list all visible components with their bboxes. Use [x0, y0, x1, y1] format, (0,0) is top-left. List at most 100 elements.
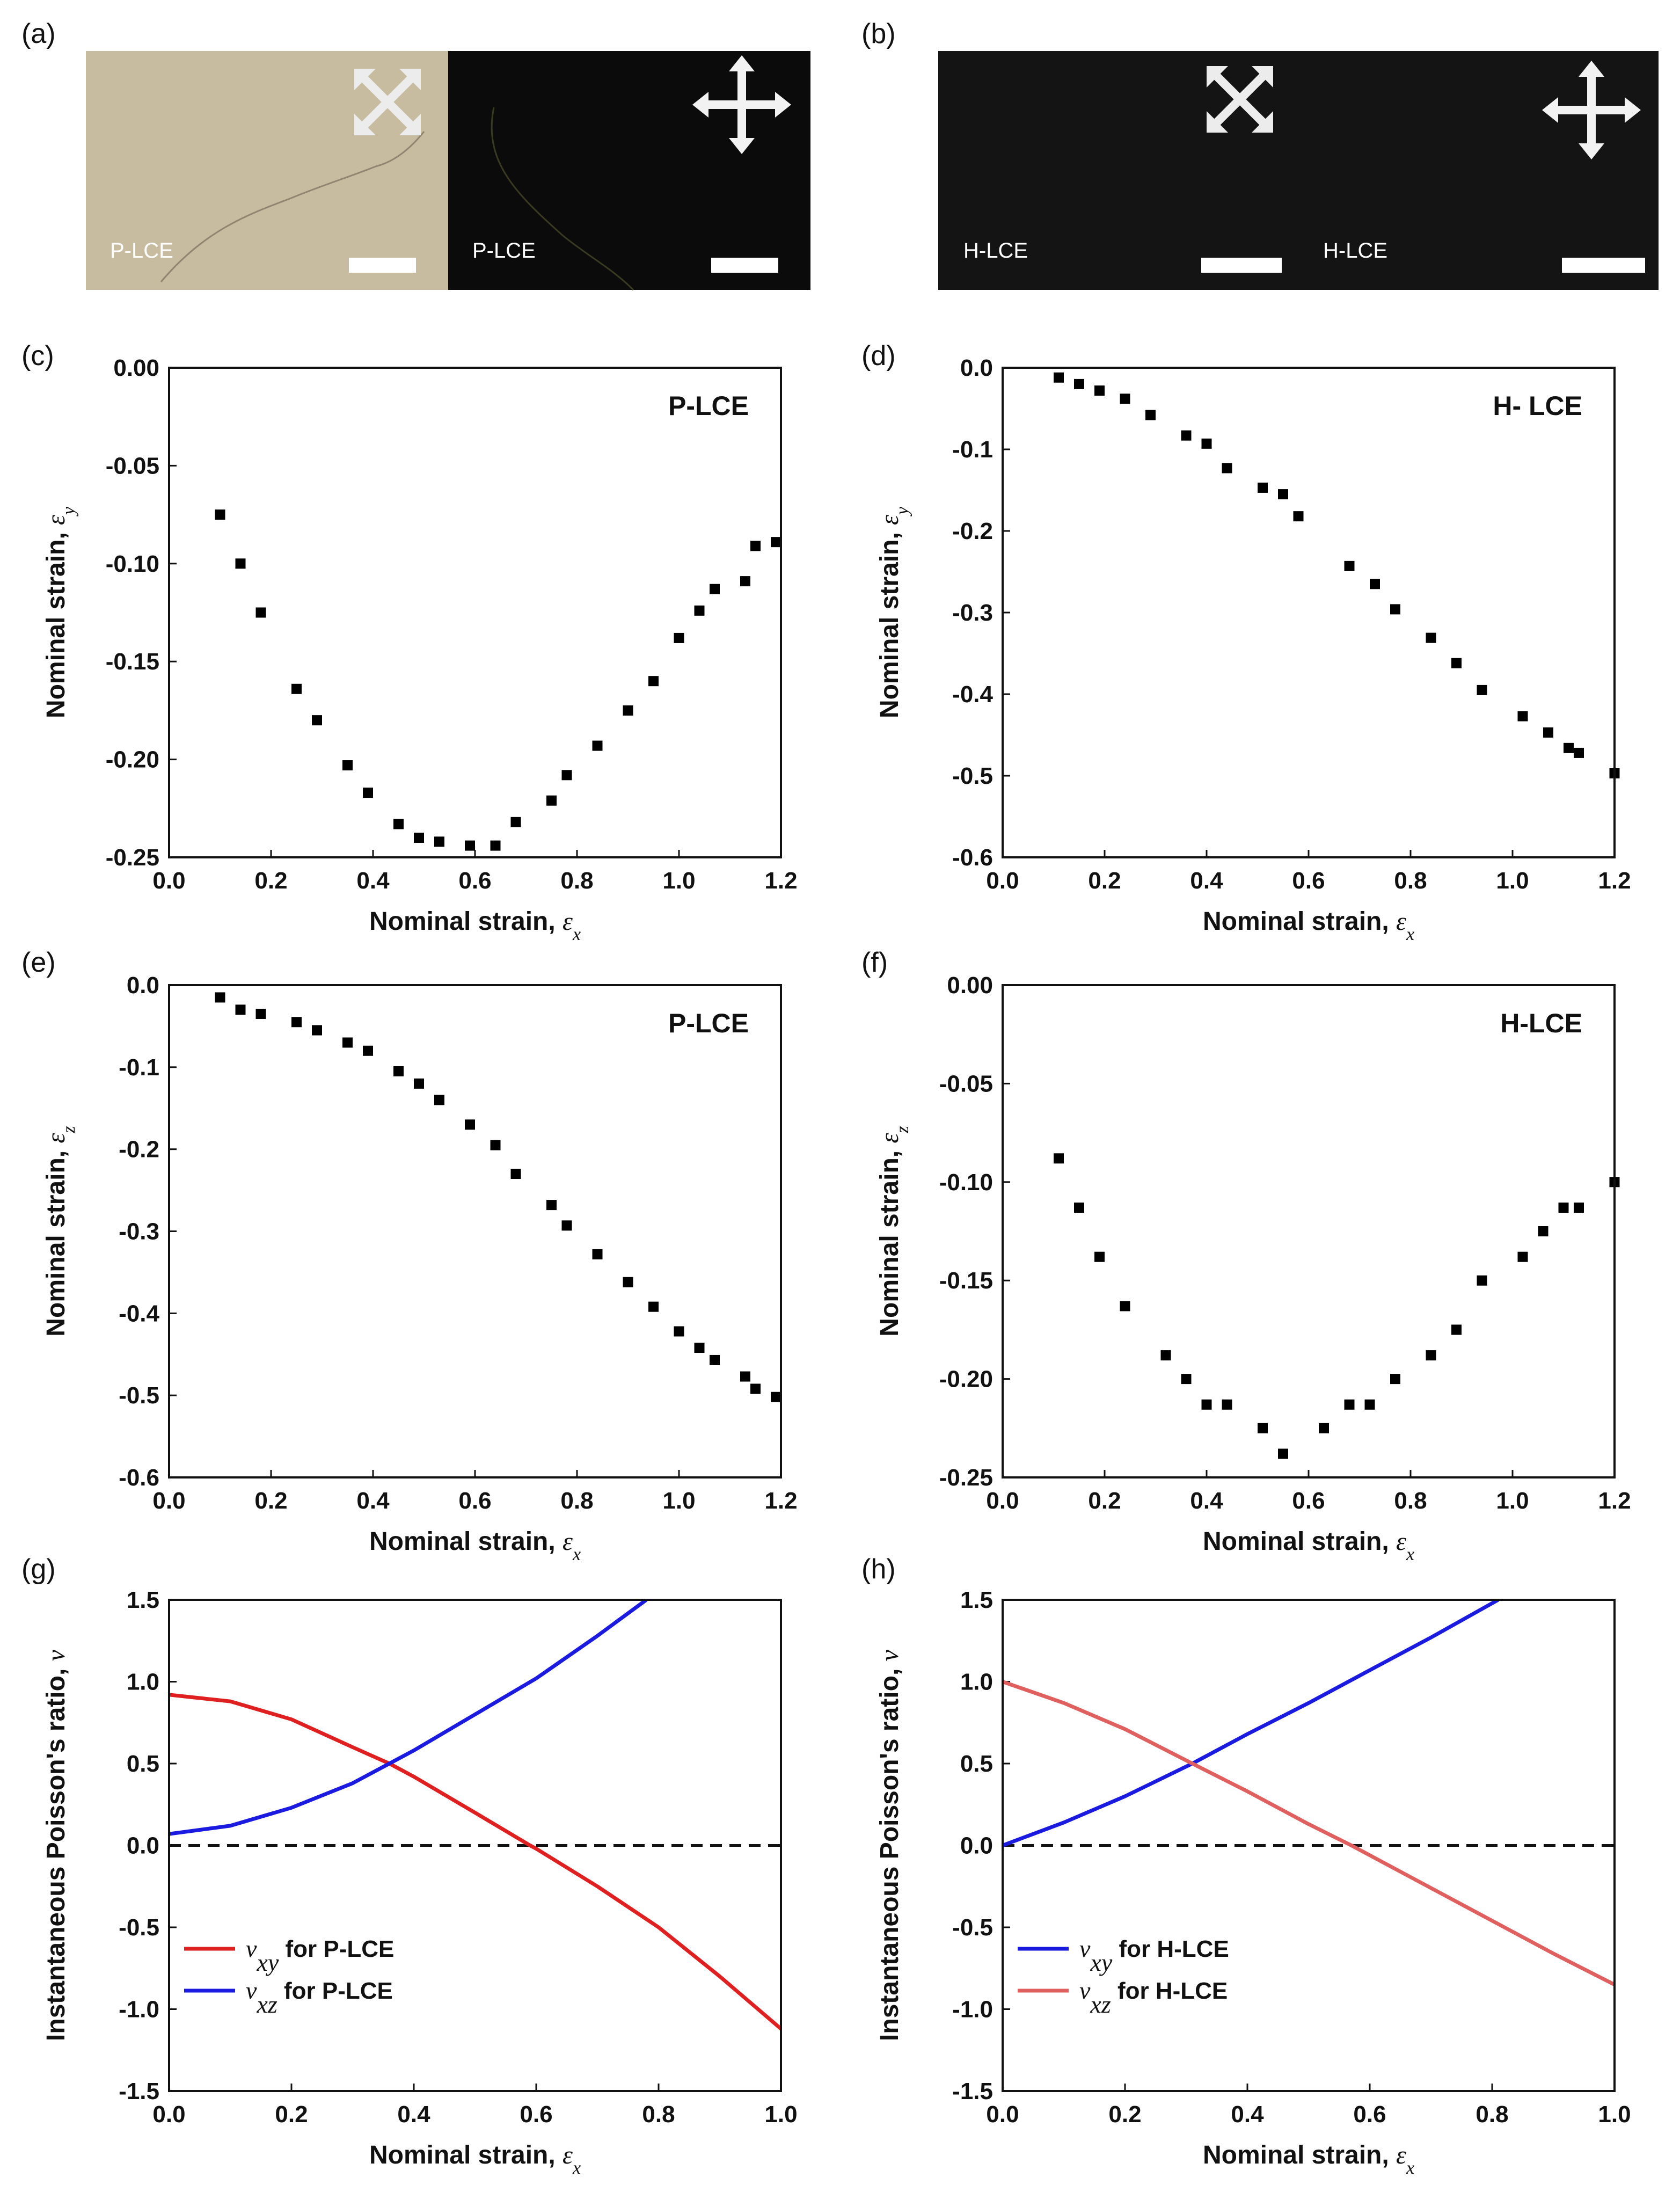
x-axis-label-text: Nominal strain,	[1203, 2141, 1396, 2169]
legend-symbol: ν	[246, 1935, 257, 1962]
data-point	[393, 819, 404, 829]
data-point	[1094, 1251, 1105, 1262]
y-tick-label: -0.5	[952, 1914, 993, 1941]
legend-text: for P-LCE	[277, 1978, 393, 2004]
x-tick-label: 0.2	[1108, 2101, 1141, 2128]
data-point	[592, 1249, 603, 1259]
data-point	[414, 833, 424, 843]
y-tick-label: -0.6	[119, 1465, 159, 1491]
x-tick-label: 0.6	[1292, 868, 1325, 894]
x-tick-label: 0.2	[254, 868, 287, 894]
y-tick-label: 1.5	[960, 1587, 993, 1613]
y-tick-label: 0.0	[960, 355, 993, 381]
y-axis-symbol: ε	[42, 515, 70, 525]
legend-text: for P-LCE	[279, 1936, 394, 1962]
legend-symbol: ν	[1079, 1935, 1091, 1962]
y-tick-label: -0.10	[106, 551, 159, 577]
y-tick-label: -1.0	[119, 1997, 159, 2023]
x-tick-label: 0.6	[458, 868, 491, 894]
y-tick-label: -0.05	[106, 453, 159, 479]
x-axis-subscript: x	[1406, 1545, 1414, 1564]
data-point	[342, 1037, 353, 1048]
x-tick-label: 0.0	[986, 2101, 1019, 2128]
data-point	[771, 537, 781, 548]
data-point	[1451, 1324, 1462, 1335]
data-point	[1558, 1202, 1569, 1213]
data-point	[363, 1045, 373, 1056]
data-point	[465, 1119, 475, 1130]
data-point	[1344, 560, 1355, 571]
x-tick-label: 0.8	[1394, 1488, 1427, 1514]
data-point	[414, 1078, 424, 1089]
y-axis-symbol: ε	[42, 1133, 70, 1143]
data-point	[1564, 742, 1574, 753]
micrograph-a-left	[86, 51, 448, 290]
micrograph-a-left-label: P-LCE	[110, 239, 173, 263]
data-point	[648, 1301, 659, 1312]
data-point	[1451, 658, 1462, 668]
x-axis-subscript: x	[572, 2158, 581, 2178]
legend-entry: νxy for P-LCE	[246, 1935, 394, 1976]
y-axis-label-text: Nominal strain,	[875, 525, 904, 718]
x-tick-label: 0.4	[1190, 868, 1223, 894]
y-tick-label: -0.4	[119, 1300, 159, 1327]
data-point	[1181, 430, 1192, 441]
series-line-xy	[169, 1693, 781, 2030]
data-point	[312, 1025, 322, 1036]
data-point	[740, 1371, 750, 1382]
y-tick-label: -0.5	[119, 1382, 159, 1409]
data-point	[312, 715, 322, 726]
data-point	[750, 541, 761, 551]
x-axis-subscript: x	[572, 924, 581, 944]
data-point	[1222, 463, 1232, 474]
data-point	[1222, 1399, 1232, 1410]
y-axis-label: Nominal strain, εz	[42, 1126, 79, 1336]
micrograph-b: H-LCE H-LCE	[938, 51, 1659, 290]
x-tick-label: 0.8	[1394, 868, 1427, 894]
data-point	[1278, 489, 1288, 500]
data-point	[465, 840, 475, 851]
x-axis-symbol: ε	[1396, 907, 1406, 936]
micrograph-a: P-LCE P-LCE	[86, 51, 810, 291]
micrograph-b-right	[1298, 51, 1659, 290]
panel-label-f: (f)	[861, 947, 888, 978]
series-line-xz	[1003, 1680, 1615, 1986]
y-axis-subscript: z	[893, 1126, 912, 1133]
data-point	[1054, 1153, 1064, 1164]
y-axis-label-text: Instantaneous Poisson's ratio,	[875, 1661, 904, 2041]
crossed-polarizer-orthogonal-icon	[692, 55, 791, 154]
data-point	[1145, 410, 1156, 420]
y-axis-symbol: ε	[875, 1133, 904, 1143]
data-point	[393, 1066, 404, 1076]
x-axis-label-text: Nominal strain,	[369, 2141, 563, 2169]
data-point	[561, 1220, 572, 1231]
plot-frame	[1002, 367, 1616, 858]
data-point	[592, 740, 603, 751]
panel-label-h: (h)	[861, 1554, 896, 1585]
legend-text: for H-LCE	[1111, 1978, 1228, 2004]
x-tick-label: 0.0	[152, 868, 185, 894]
data-point	[623, 1277, 633, 1287]
data-point	[1258, 1423, 1268, 1433]
crossed-polarizer-diagonal-icon	[354, 69, 421, 135]
y-tick-label: 0.0	[127, 972, 159, 999]
x-tick-label: 0.4	[356, 1488, 390, 1514]
legend-subscript: xy	[1090, 1949, 1112, 1976]
x-axis-label: Nominal strain, εx	[369, 1527, 581, 1564]
x-tick-label: 1.0	[1496, 1488, 1529, 1514]
micrograph-a-right-label: P-LCE	[472, 239, 536, 263]
x-axis-label: Nominal strain, εx	[1203, 1527, 1414, 1564]
y-axis-label: Instantaneous Poisson's ratio, ν	[875, 1649, 904, 2041]
data-point	[1344, 1399, 1355, 1410]
y-tick-label: -0.25	[939, 1465, 993, 1491]
x-axis-symbol: ε	[563, 1527, 573, 1556]
data-point	[710, 584, 720, 594]
series-line-xy	[1003, 1600, 1500, 1847]
y-axis-subscript: z	[59, 1126, 79, 1133]
data-point	[1160, 1350, 1171, 1361]
chart-c: 0.0 0.2 0.4 0.6 0.8 1.0 1.2 0.00 -0.05 -0.10 -0.15…	[42, 355, 798, 944]
panel-label-d: (d)	[861, 340, 896, 372]
series-group	[169, 1600, 781, 2030]
y-axis-label: Nominal strain, εz	[875, 1126, 912, 1336]
y-tick-label: -0.15	[939, 1268, 993, 1294]
